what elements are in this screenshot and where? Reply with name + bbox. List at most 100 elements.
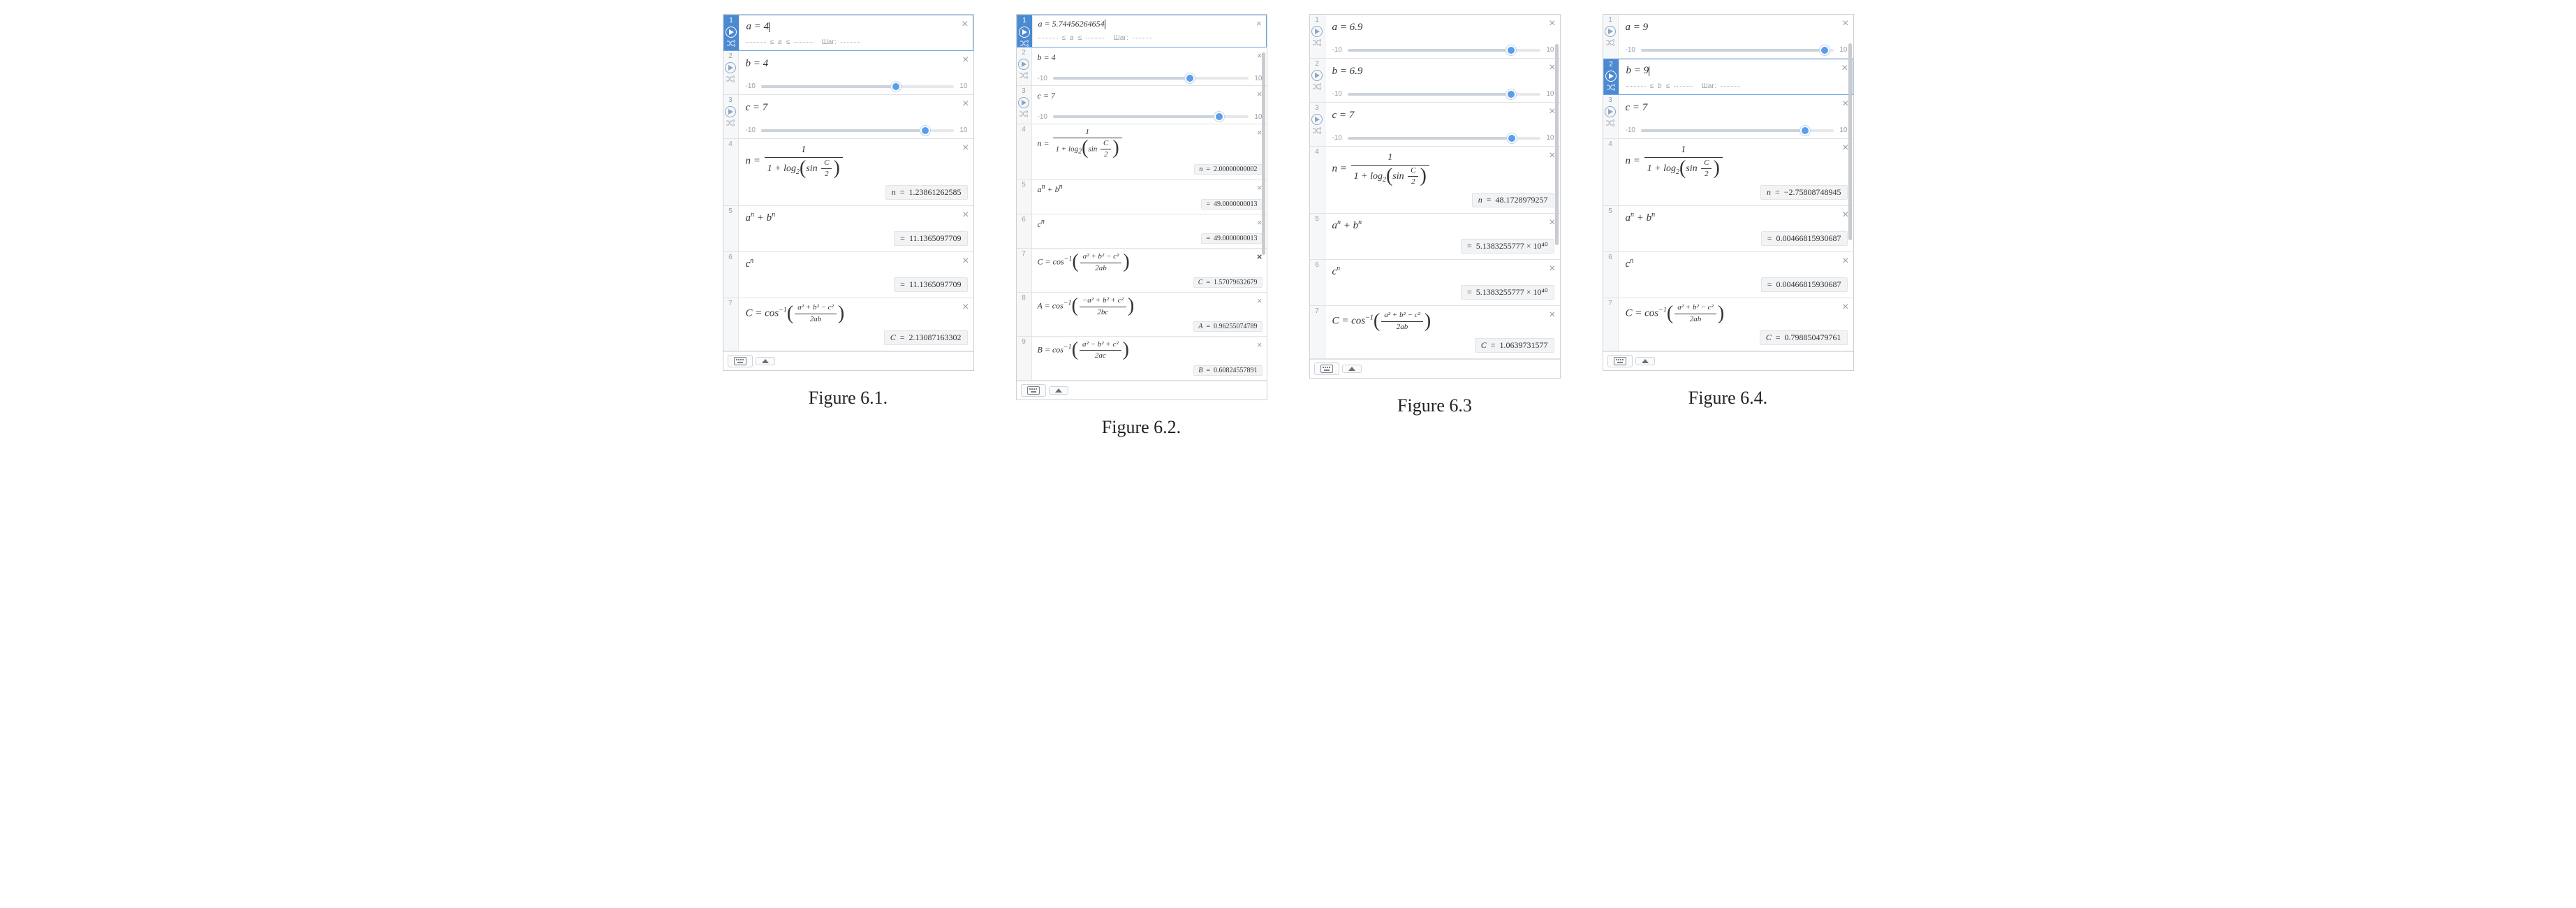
keyboard-button[interactable] bbox=[728, 355, 753, 367]
expression-row[interactable]: 1 a = 4 ≤ a ≤ Шаг: × bbox=[723, 15, 973, 51]
collapse-button[interactable] bbox=[1342, 365, 1362, 373]
play-icon[interactable] bbox=[1311, 114, 1323, 125]
slider-thumb[interactable] bbox=[1506, 45, 1516, 55]
bounds-editor[interactable]: ≤ a ≤ Шаг: bbox=[1038, 34, 1262, 42]
expression-row[interactable]: 6 cn = 5.1383255777 × 10⁴⁰ × bbox=[1310, 260, 1560, 306]
collapse-button[interactable] bbox=[756, 357, 775, 365]
slider-track[interactable] bbox=[761, 85, 954, 88]
slider-track[interactable] bbox=[1053, 115, 1249, 118]
expression-row[interactable]: 7 C = cos−1(a² + b² − c²2ab) C = 0.79885… bbox=[1603, 298, 1853, 351]
expression-input[interactable]: a = 5.74456264654 bbox=[1038, 18, 1262, 30]
play-icon[interactable] bbox=[1605, 71, 1617, 82]
close-icon[interactable]: × bbox=[962, 54, 969, 66]
expression-row[interactable]: 3 c = 7 -10 10 bbox=[723, 95, 973, 139]
play-icon[interactable] bbox=[725, 106, 736, 117]
row-index: 5 bbox=[1608, 207, 1612, 215]
scrollbar[interactable] bbox=[1848, 23, 1852, 362]
close-icon[interactable]: × bbox=[1841, 62, 1848, 75]
slider-thumb[interactable] bbox=[1214, 112, 1224, 122]
expression-input[interactable]: b = 9 bbox=[1626, 64, 1847, 78]
expression-input[interactable]: a = 4 bbox=[746, 20, 967, 34]
expression-row[interactable]: 6 cn = 0.00466815930687 × bbox=[1603, 252, 1853, 298]
expression-row[interactable]: 1 a = 9 -10 10 bbox=[1603, 15, 1853, 59]
play-icon[interactable] bbox=[1311, 26, 1323, 37]
slider-thumb[interactable] bbox=[1506, 89, 1516, 99]
keyboard-button[interactable] bbox=[1021, 384, 1046, 397]
shuffle-icon bbox=[1606, 84, 1616, 91]
scrollbar-thumb[interactable] bbox=[1848, 43, 1852, 240]
expression-row[interactable]: 4 n = 11 + log2(sin C2) n = −2.758087489… bbox=[1603, 139, 1853, 206]
expression-row[interactable]: 6 cn = 49.0000000013 × bbox=[1017, 214, 1267, 249]
expression-row[interactable]: 6 cn = 11.1365097709 × bbox=[723, 252, 973, 298]
expression-row[interactable]: 2 b = 4 -10 10 bbox=[723, 51, 973, 95]
expression-row[interactable]: 4 n = 11 + log2(sin C2) n = 1.2386126258… bbox=[723, 139, 973, 206]
result-value: = 5.1383255777 × 10⁴⁰ bbox=[1461, 239, 1554, 254]
expression-panel: 1 a = 4 ≤ a ≤ Шаг: × bbox=[723, 14, 974, 371]
slider-thumb[interactable] bbox=[920, 126, 930, 136]
collapse-button[interactable] bbox=[1635, 357, 1655, 365]
scrollbar[interactable] bbox=[1555, 23, 1559, 369]
expression-row[interactable]: 5 an + bn = 5.1383255777 × 10⁴⁰ × bbox=[1310, 214, 1560, 260]
close-icon[interactable]: × bbox=[962, 209, 969, 221]
slider-track[interactable] bbox=[1641, 49, 1834, 52]
keyboard-button[interactable] bbox=[1314, 363, 1339, 375]
close-icon[interactable]: × bbox=[962, 255, 969, 268]
row-index: 5 bbox=[728, 207, 733, 215]
play-icon[interactable] bbox=[1605, 26, 1616, 37]
close-icon[interactable]: × bbox=[962, 18, 968, 31]
expression-row[interactable]: 7 C = cos−1(a² + b² − c²2ab) C = 2.13087… bbox=[723, 298, 973, 351]
slider-track[interactable] bbox=[1348, 137, 1540, 140]
row-gutter: 2 bbox=[1604, 59, 1619, 94]
expression-row[interactable]: 1 a = 6.9 -10 10 bbox=[1310, 15, 1560, 59]
expression-row[interactable]: 3 c = 7 -10 10 bbox=[1310, 103, 1560, 147]
scrollbar-thumb[interactable] bbox=[1555, 44, 1559, 245]
slider-thumb[interactable] bbox=[1820, 45, 1830, 55]
expression-row[interactable]: 4 n = 11 + log2(sin C2) n = 2.0000000000… bbox=[1017, 124, 1267, 180]
slider-track[interactable] bbox=[1348, 49, 1540, 52]
play-icon[interactable] bbox=[1019, 27, 1030, 38]
expression-display: B = cos−1(a² − b² + c²2ac) bbox=[1038, 339, 1263, 362]
expression-row[interactable]: 7 C = cos−1(a² + b² − c²2ab) C = 1.06397… bbox=[1310, 306, 1560, 359]
play-icon[interactable] bbox=[1018, 59, 1029, 70]
play-icon[interactable] bbox=[1018, 97, 1029, 108]
close-icon[interactable]: × bbox=[1256, 18, 1262, 29]
row-gutter: 4 bbox=[1017, 124, 1032, 179]
slider-track[interactable] bbox=[1641, 129, 1834, 132]
bounds-editor[interactable]: ≤ b ≤ Шаг: bbox=[1626, 82, 1847, 90]
expression-row[interactable]: 8 A = cos−1(−a² + b² + c²2bc) A = 0.9625… bbox=[1017, 293, 1267, 337]
expression-row[interactable]: 5 an + bn = 11.1365097709 × bbox=[723, 206, 973, 252]
expression-row[interactable]: 5 an + bn = 0.00466815930687 × bbox=[1603, 206, 1853, 252]
expression-row[interactable]: 2 b = 6.9 -10 10 bbox=[1310, 59, 1560, 103]
play-icon[interactable] bbox=[1311, 70, 1323, 81]
collapse-button[interactable] bbox=[1049, 386, 1068, 395]
slider-track[interactable] bbox=[1348, 93, 1540, 96]
expression-row[interactable]: 2 b = 4 -10 10 bbox=[1017, 47, 1267, 86]
close-icon[interactable]: × bbox=[962, 142, 969, 154]
expression-row[interactable]: 3 c = 7 -10 10 bbox=[1017, 86, 1267, 124]
expression-row[interactable]: 1 a = 5.74456264654 ≤ a ≤ Шаг: × bbox=[1017, 15, 1267, 47]
bounds-editor[interactable]: ≤ a ≤ Шаг: bbox=[746, 38, 967, 46]
play-icon[interactable] bbox=[725, 62, 736, 73]
scrollbar-thumb[interactable] bbox=[1262, 52, 1265, 255]
close-icon[interactable]: × bbox=[962, 301, 969, 314]
expression-row[interactable]: 9 B = cos−1(a² − b² + c²2ac) B = 0.60824… bbox=[1017, 337, 1267, 381]
slider-thumb[interactable] bbox=[1185, 73, 1195, 83]
keyboard-button[interactable] bbox=[1607, 355, 1633, 367]
play-icon[interactable] bbox=[1605, 106, 1616, 117]
expression-row[interactable]: 5 an + bn = 49.0000000013 × bbox=[1017, 180, 1267, 214]
slider-thumb[interactable] bbox=[1800, 126, 1810, 136]
close-icon[interactable]: × bbox=[962, 98, 969, 110]
slider-track[interactable] bbox=[761, 129, 954, 132]
expression-row[interactable]: 4 n = 11 + log2(sin C2) n = 48.172897925… bbox=[1310, 147, 1560, 214]
row-index: 2 bbox=[1315, 60, 1319, 68]
expression-row[interactable]: 2 b = 9 ≤ b ≤ Шаг: × bbox=[1603, 59, 1853, 95]
expression-panel: 1 a = 6.9 -10 10 bbox=[1309, 14, 1561, 379]
slider-thumb[interactable] bbox=[891, 82, 901, 91]
slider-min: -10 bbox=[1038, 75, 1047, 82]
scrollbar[interactable] bbox=[1262, 23, 1265, 391]
play-icon[interactable] bbox=[726, 27, 737, 38]
expression-row[interactable]: 7 C = cos−1(a² + b² − c²2ab) C = 1.57079… bbox=[1017, 249, 1267, 293]
slider-track[interactable] bbox=[1053, 77, 1249, 80]
slider-thumb[interactable] bbox=[1507, 133, 1517, 143]
expression-row[interactable]: 3 c = 7 -10 10 bbox=[1603, 95, 1853, 139]
